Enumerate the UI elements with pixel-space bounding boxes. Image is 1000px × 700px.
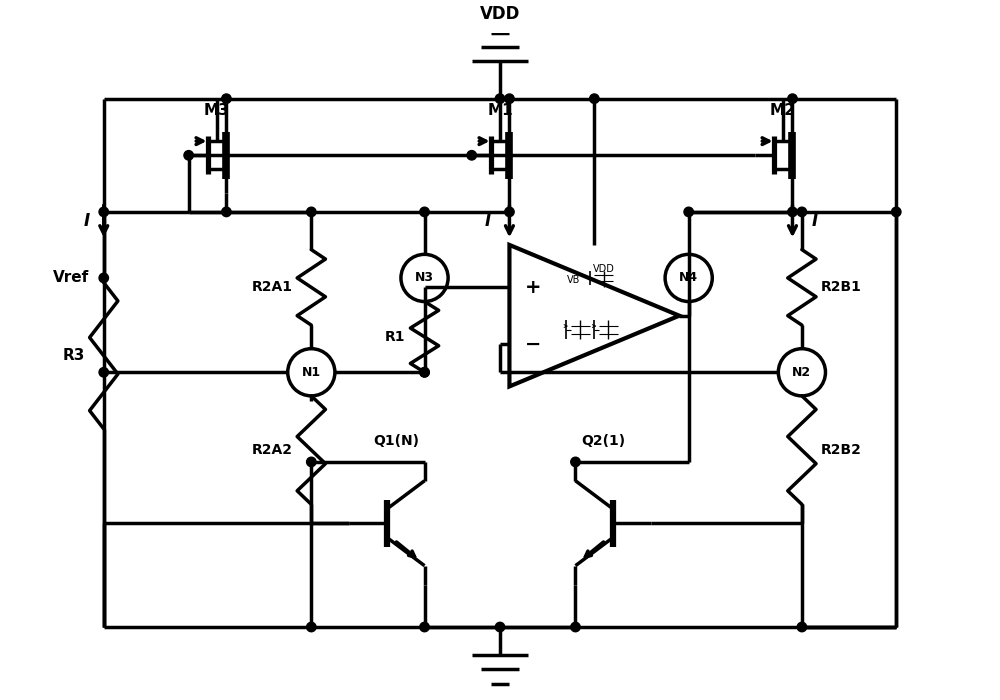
Text: I: I xyxy=(83,212,90,230)
Circle shape xyxy=(505,207,514,216)
Text: Q2(1): Q2(1) xyxy=(582,434,626,448)
Text: Vref: Vref xyxy=(53,270,90,286)
Circle shape xyxy=(420,207,429,216)
Circle shape xyxy=(99,207,108,216)
Text: −: − xyxy=(525,335,541,354)
Circle shape xyxy=(99,273,108,283)
Text: +: + xyxy=(525,278,541,297)
Circle shape xyxy=(571,457,580,467)
Circle shape xyxy=(590,94,599,104)
Circle shape xyxy=(307,622,316,631)
Circle shape xyxy=(505,94,514,104)
Text: M2: M2 xyxy=(770,103,796,118)
Text: N3: N3 xyxy=(415,272,434,284)
Circle shape xyxy=(184,150,193,160)
Text: VDD: VDD xyxy=(480,5,520,23)
Circle shape xyxy=(307,457,316,467)
Text: R2B1: R2B1 xyxy=(821,281,862,295)
Text: R2A2: R2A2 xyxy=(251,443,292,457)
Text: N1: N1 xyxy=(302,366,321,379)
Text: Q1(N): Q1(N) xyxy=(373,434,419,448)
Circle shape xyxy=(788,94,797,104)
Text: M3: M3 xyxy=(204,103,230,118)
Circle shape xyxy=(420,368,429,377)
Text: M1: M1 xyxy=(487,103,513,118)
Text: I: I xyxy=(811,212,817,230)
Circle shape xyxy=(420,622,429,631)
Text: VDD: VDD xyxy=(593,263,615,274)
Circle shape xyxy=(797,622,807,631)
Circle shape xyxy=(222,94,231,104)
Text: R2B2: R2B2 xyxy=(821,443,862,457)
Circle shape xyxy=(788,207,797,216)
Text: R3: R3 xyxy=(63,349,85,363)
Circle shape xyxy=(307,207,316,216)
Circle shape xyxy=(571,622,580,631)
Text: R2A1: R2A1 xyxy=(251,281,292,295)
Circle shape xyxy=(495,94,505,104)
Circle shape xyxy=(892,207,901,216)
Circle shape xyxy=(222,207,231,216)
Text: N2: N2 xyxy=(792,366,811,379)
Circle shape xyxy=(495,622,505,631)
Text: N4: N4 xyxy=(679,272,698,284)
Circle shape xyxy=(684,207,693,216)
Text: I: I xyxy=(484,212,491,230)
Circle shape xyxy=(797,207,807,216)
Circle shape xyxy=(420,368,429,377)
Circle shape xyxy=(99,368,108,377)
Text: VB: VB xyxy=(567,275,580,285)
Text: R1: R1 xyxy=(385,330,406,344)
Circle shape xyxy=(467,150,476,160)
